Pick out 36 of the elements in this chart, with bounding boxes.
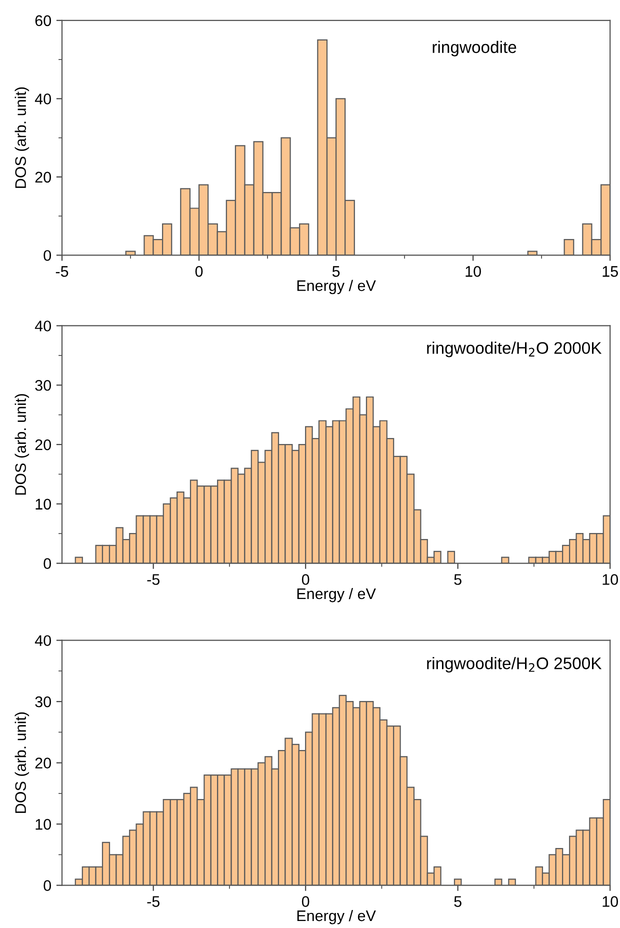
x-tick-label: 10 <box>602 574 618 585</box>
y-tick-label: 20 <box>35 172 51 183</box>
y-tick-label: 10 <box>36 498 51 510</box>
y-tick-label: 0 <box>44 880 51 891</box>
y-axis-title: DOS (arb. unit) <box>14 394 30 495</box>
y-axis-title: DOS (arb. unit) <box>14 87 30 188</box>
x-tick-label: 10 <box>466 266 481 277</box>
x-tick-label: 10 <box>602 896 618 907</box>
x-tick-label: 5 <box>454 574 462 585</box>
x-tick-label: 0 <box>195 266 203 277</box>
y-tick-label: 30 <box>35 380 51 391</box>
x-axis-title: Energy / eV <box>297 588 376 602</box>
x-tick-label: 5 <box>332 266 340 277</box>
y-tick-label: 0 <box>44 558 51 569</box>
x-tick-label: 0 <box>302 574 310 585</box>
y-tick-label: 0 <box>44 250 51 261</box>
y-tick-label: 40 <box>34 94 51 104</box>
y-tick-label: 40 <box>34 635 51 646</box>
x-axis-title: Energy / eV <box>297 910 376 924</box>
annotation: ringwoodite/H$_{2}$O 2000K <box>427 342 602 358</box>
x-tick-label: -5 <box>147 896 160 907</box>
x-tick-label: 15 <box>602 266 618 277</box>
annotation: ringwoodite/H$_{2}$O 2500K <box>427 656 602 673</box>
x-tick-label: 5 <box>454 896 462 907</box>
y-tick-label: 20 <box>35 439 51 450</box>
annotation: ringwoodite <box>432 40 516 56</box>
x-tick-label: -5 <box>147 574 160 585</box>
y-tick-label: 10 <box>36 818 51 830</box>
y-axis-title: DOS (arb. unit) <box>14 712 30 813</box>
x-axis-title: Energy / eV <box>297 280 376 294</box>
y-tick-label: 30 <box>35 696 51 708</box>
y-tick-label: 40 <box>34 320 51 332</box>
x-tick-label: 0 <box>302 896 310 907</box>
x-tick-label: -5 <box>56 266 68 277</box>
y-tick-label: 20 <box>35 758 51 768</box>
y-tick-label: 60 <box>35 15 51 26</box>
